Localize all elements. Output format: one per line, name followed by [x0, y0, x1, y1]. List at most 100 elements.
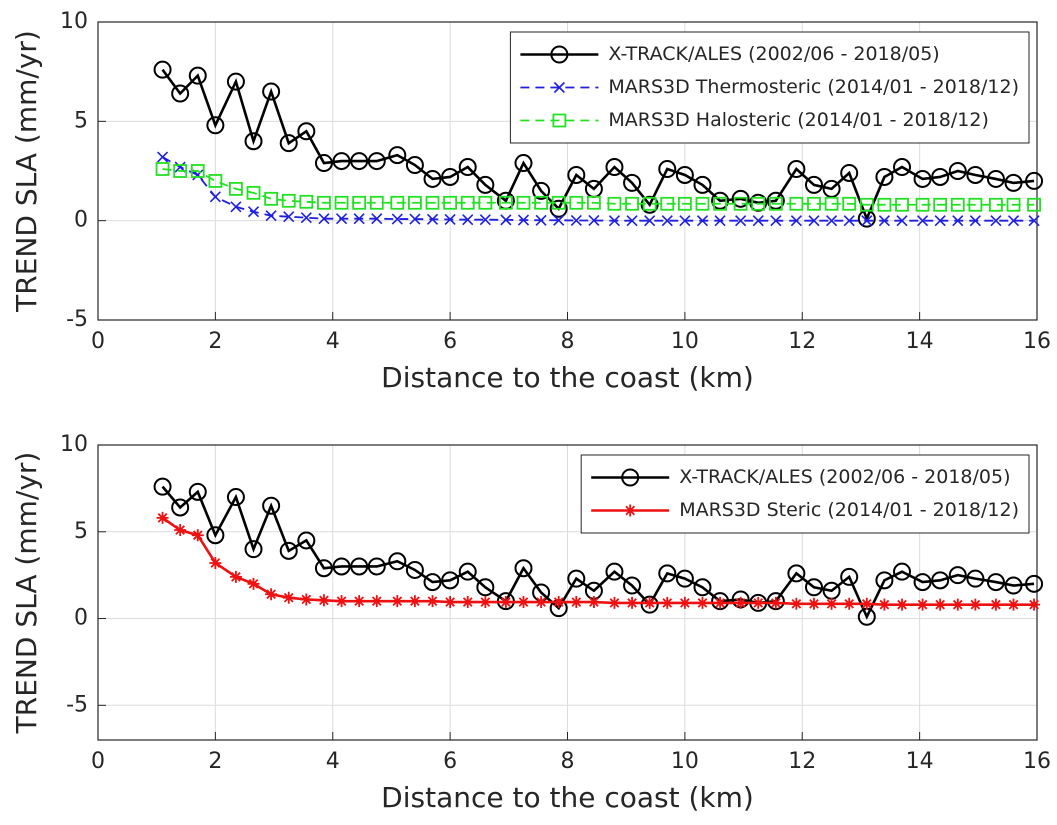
marker	[443, 195, 458, 210]
marker	[405, 560, 424, 579]
marker	[500, 214, 512, 226]
x-tick-label: 0	[91, 749, 105, 774]
marker	[1007, 598, 1020, 611]
marker	[444, 213, 456, 226]
axes-frame	[97, 21, 1038, 321]
marker	[371, 213, 383, 225]
marker	[895, 197, 909, 212]
marker	[174, 524, 187, 537]
marker	[476, 175, 495, 194]
marker	[244, 540, 263, 559]
marker	[188, 482, 207, 501]
marker	[350, 152, 369, 171]
marker	[408, 595, 421, 608]
marker	[696, 596, 709, 609]
marker	[734, 596, 747, 609]
marker	[462, 214, 474, 226]
x-tick-label: 4	[326, 749, 340, 774]
marker	[479, 596, 492, 609]
marker	[246, 185, 261, 200]
marker	[390, 195, 405, 210]
marker	[534, 195, 548, 210]
marker	[1028, 215, 1040, 227]
x-tick-label: 10	[671, 749, 699, 774]
marker	[300, 212, 312, 224]
marker	[790, 597, 803, 610]
marker	[265, 588, 278, 601]
marker	[826, 215, 838, 227]
marker	[551, 195, 566, 210]
marker	[370, 595, 383, 608]
marker	[843, 215, 855, 227]
marker	[624, 504, 637, 517]
marker	[861, 215, 873, 227]
marker	[229, 181, 243, 196]
marker	[768, 196, 783, 211]
marker	[209, 191, 221, 203]
marker	[804, 578, 823, 597]
marker	[824, 196, 839, 211]
marker	[283, 211, 295, 223]
marker	[353, 595, 366, 608]
marker	[875, 167, 894, 186]
marker	[859, 197, 874, 212]
marker	[229, 570, 242, 583]
marker	[388, 146, 407, 165]
marker	[766, 191, 785, 210]
marker	[605, 562, 624, 581]
marker	[281, 193, 296, 208]
marker	[807, 196, 821, 211]
marker	[461, 596, 474, 609]
marker	[191, 529, 204, 542]
marker	[769, 596, 782, 609]
marker	[948, 566, 967, 585]
x-tick-label: 0	[91, 329, 105, 354]
marker	[532, 181, 551, 200]
marker	[642, 196, 657, 211]
marker	[804, 175, 823, 194]
marker	[369, 195, 384, 210]
marker	[535, 596, 548, 609]
marker	[877, 197, 892, 212]
x-axis-label: Distance to the coast (km)	[381, 781, 754, 814]
marker	[553, 81, 565, 94]
marker	[913, 573, 932, 592]
marker	[226, 72, 245, 91]
marker	[247, 577, 260, 590]
marker	[388, 552, 407, 571]
marker	[391, 213, 403, 225]
marker	[297, 531, 316, 550]
marker	[752, 215, 764, 227]
marker	[751, 196, 766, 211]
legend: X-TRACK/ALES (2002/06 - 2018/05) MARS3D T…	[509, 31, 1030, 144]
marker	[713, 196, 727, 211]
marker	[875, 571, 894, 590]
marker	[567, 165, 586, 184]
marker	[350, 557, 369, 576]
marker	[608, 596, 621, 609]
legend-label: X-TRACK/ALES (2002/06 - 2018/05)	[608, 43, 939, 65]
legend-frame	[580, 454, 1030, 534]
marker	[570, 596, 583, 609]
marker	[931, 571, 950, 590]
marker	[332, 152, 351, 171]
marker	[714, 596, 727, 609]
marker	[317, 195, 331, 210]
marker	[244, 132, 263, 151]
marker	[423, 573, 442, 592]
marker	[171, 498, 190, 517]
marker	[1027, 197, 1041, 212]
x-tick-label: 8	[561, 329, 575, 354]
marker	[626, 596, 639, 609]
marker	[916, 598, 929, 611]
marker	[766, 592, 785, 611]
marker	[208, 174, 223, 188]
marker	[425, 195, 440, 210]
marker	[658, 564, 677, 583]
marker	[1004, 576, 1023, 595]
marker	[733, 196, 748, 211]
marker	[335, 595, 348, 608]
marker	[986, 573, 1005, 592]
